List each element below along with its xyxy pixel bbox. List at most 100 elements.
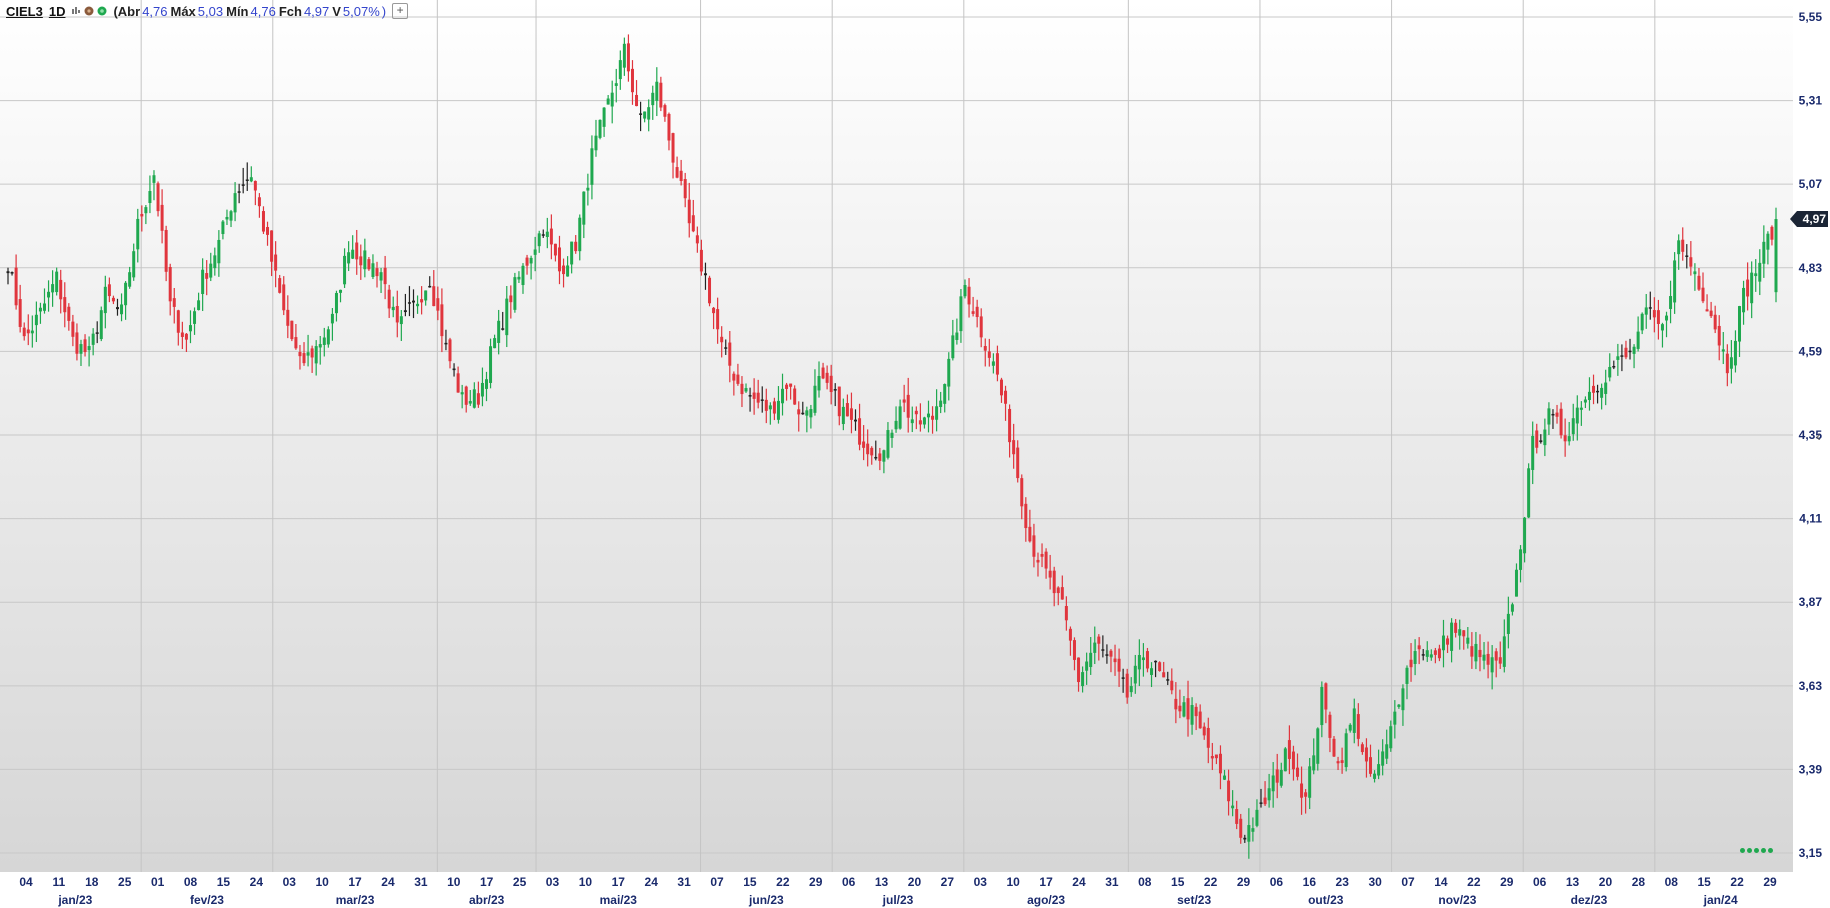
date-tick-label: 15 — [1171, 875, 1185, 889]
candle-body — [1697, 275, 1701, 290]
candle-body — [622, 43, 626, 68]
candle-body — [833, 389, 837, 391]
candle-body — [756, 392, 760, 403]
candle-body — [14, 267, 18, 306]
candle-body — [837, 386, 841, 417]
candle-body — [987, 351, 991, 358]
candle-body — [34, 314, 38, 326]
candle-body — [699, 249, 703, 272]
candle-body — [1077, 657, 1081, 683]
candle-body — [1681, 239, 1685, 252]
candle-body — [562, 265, 566, 275]
candle-body — [1462, 630, 1466, 637]
candle-body — [1389, 726, 1393, 749]
candle-body — [1020, 478, 1024, 507]
candle-body — [456, 373, 460, 393]
candle-body — [870, 447, 874, 456]
candle-body — [679, 170, 683, 182]
candle-body — [1360, 744, 1364, 753]
candle-body — [1450, 622, 1454, 651]
date-tick-label: 27 — [941, 875, 955, 889]
candle-body — [1746, 279, 1750, 297]
month-label: out/23 — [1308, 893, 1344, 907]
candle-body — [1056, 587, 1060, 594]
candle-body — [1072, 640, 1076, 660]
candle-body — [1592, 385, 1596, 393]
candle-body — [606, 98, 610, 105]
candle-body — [943, 384, 947, 404]
candle-body — [156, 183, 160, 212]
dot-icon — [1754, 848, 1759, 853]
candle-body — [1733, 340, 1737, 366]
price-axis-background — [1793, 0, 1830, 908]
candle-body — [1551, 413, 1555, 416]
candle-body — [391, 306, 395, 311]
candle-body — [428, 285, 432, 288]
candle-body — [330, 313, 334, 324]
candle-body — [959, 296, 963, 332]
candle-body — [1174, 698, 1178, 710]
candle-body — [829, 375, 833, 393]
candle-body — [675, 167, 679, 178]
candle-body — [464, 386, 468, 405]
candle-body — [1466, 637, 1470, 644]
candle-body — [1194, 706, 1198, 717]
candle-body — [383, 267, 387, 285]
indicator-brown-icon[interactable] — [84, 6, 94, 16]
time-axis[interactable]: 04 11 18 25 01 08 15 24 03 10 17 24 31 10 17 25 03 10 17 24… — [19, 875, 1777, 907]
candle-body — [115, 307, 119, 310]
candle-body — [136, 218, 140, 250]
candle-body — [618, 60, 622, 80]
candle-body — [1474, 643, 1478, 662]
date-tick-label: 28 — [1632, 875, 1646, 889]
candle-body — [1068, 628, 1072, 641]
price-tick-label: 3,15 — [1799, 846, 1823, 860]
bar-type-icon[interactable] — [71, 6, 81, 16]
candle-body — [991, 361, 995, 366]
candle-body — [326, 329, 330, 345]
candle-body — [586, 187, 590, 191]
add-indicator-button[interactable]: + — [392, 3, 409, 19]
candle-body — [999, 379, 1003, 396]
candle-body — [1158, 662, 1162, 672]
candle-body — [1008, 408, 1012, 443]
candle-body — [298, 352, 302, 357]
indicator-green-icon[interactable] — [97, 6, 107, 16]
candle-body — [99, 310, 103, 340]
candle-body — [537, 233, 541, 247]
date-tick-label: 29 — [1500, 875, 1514, 889]
last-price-badge-shape — [1790, 211, 1828, 228]
candle-body — [1251, 828, 1255, 832]
candle-body — [1178, 705, 1182, 712]
month-label: jun/23 — [748, 893, 784, 907]
candle-body — [639, 113, 643, 115]
candle-body — [1620, 355, 1624, 357]
candle-body — [1259, 802, 1263, 804]
candle-body — [1502, 636, 1506, 667]
timeframe-label[interactable]: 1D — [48, 3, 66, 19]
candle-body — [416, 303, 420, 307]
candle-body — [63, 297, 67, 313]
date-tick-label: 10 — [1006, 875, 1020, 889]
candle-body — [886, 430, 890, 458]
collapse-panel-icon[interactable]: ‹ — [1816, 428, 1821, 444]
candle-body — [667, 113, 671, 141]
candle-body — [1401, 688, 1405, 711]
candle-body — [695, 235, 699, 244]
candle-body — [748, 395, 752, 397]
candle-body — [918, 420, 922, 425]
candle-body — [1579, 407, 1583, 410]
candle-body — [424, 290, 428, 301]
candle-body — [1567, 436, 1571, 442]
candle-body — [910, 419, 914, 424]
candle-body — [740, 383, 744, 395]
candle-body — [894, 420, 898, 430]
symbol-label[interactable]: CIEL3 — [6, 3, 43, 19]
candle-body — [1040, 553, 1044, 557]
candle-body — [1701, 287, 1705, 302]
chart-header: CIEL3 1D (Abr 4,76 Máx 5,03 Mín 4,76 Fch… — [6, 2, 409, 20]
date-tick-label: 13 — [875, 875, 889, 889]
price-axis[interactable]: 5,55 5,31 5,07 4,83 4,59 4,35 4,11 3,87 3,63 3,39… — [1799, 10, 1823, 860]
candle-body — [1312, 755, 1316, 771]
